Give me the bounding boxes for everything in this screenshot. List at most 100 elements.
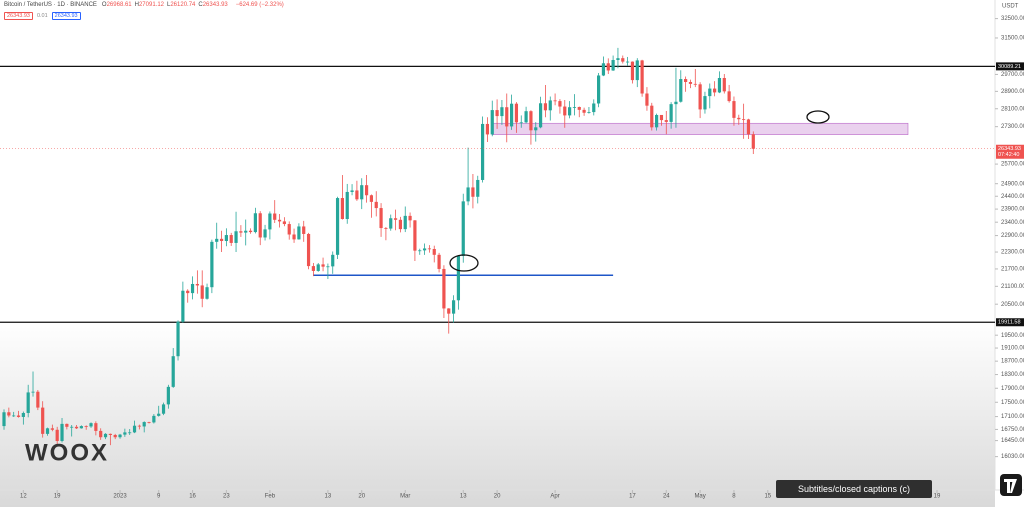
y-tick-label: 16450.00 [1001,438,1024,444]
candle-body [664,120,668,122]
candle-body [374,201,378,209]
candle-body [553,100,557,102]
x-tick-label: 17 [629,494,636,500]
tooltip-box [776,480,932,498]
candle-body [703,96,707,110]
ohlc-key: O [101,2,107,8]
candle-body [626,61,630,63]
candle-body [137,425,141,427]
candle-body [398,219,403,230]
candle-body [403,215,407,230]
y-tick-label: 16750.00 [1001,427,1024,433]
candle-body [582,109,586,113]
spread: 0.01 [36,13,48,19]
y-tick-label: 28900.00 [1001,89,1024,95]
video-shade [0,320,995,507]
candle-body [224,235,228,242]
candle-body [195,283,199,286]
candle-body [476,179,480,197]
candle-body [693,83,697,85]
candle-body [273,213,277,220]
y-tick-label: 25700.00 [1001,162,1024,168]
x-tick-label: 19 [934,494,941,500]
candle-body [514,103,519,123]
candle-body [287,224,291,235]
y-tick-label: 19100.00 [1001,346,1024,352]
candle-body [364,185,369,196]
candle-body [606,63,610,71]
candle-body [577,106,581,110]
ohlc-value: 26968.61 [106,2,132,8]
change: −624.69 (−2.32%) [235,2,284,8]
x-tick-label: 9 [157,494,161,500]
candle-body [538,103,543,128]
bid[interactable]: 26343.93 [4,12,33,20]
x-tick-label: 12 [20,494,27,500]
candle-body [751,134,755,149]
candle-body [529,111,533,131]
candle-body [161,404,166,414]
candle-body [132,425,137,433]
x-tick-label: 8 [732,494,736,500]
level-label: 30089.21 [998,64,1021,70]
y-tick-label: 32500.00 [1001,16,1024,22]
x-tick-label: 13 [325,494,332,500]
candle-body [451,300,456,314]
candle-body [519,122,523,124]
candle-body [21,412,25,417]
candle-body [31,391,35,393]
candle-body [123,432,127,435]
candle-body [277,219,282,222]
x-tick-label: 2023 [113,494,127,500]
y-tick-label: 16030.00 [1001,454,1024,460]
candle-body [306,233,311,267]
candle-body [466,187,470,202]
candle-body [335,198,340,255]
tv-logo-mark [1004,479,1017,493]
zone [491,122,909,135]
candle-body [340,198,344,220]
candle-body [215,238,219,242]
candle-body [548,100,552,111]
y-tick-label: 23900.00 [1001,207,1024,213]
x-tick-label: 15 [764,494,771,500]
candle-body [597,75,601,104]
candle-body [2,412,6,427]
candle-body [669,104,673,122]
ohlc-key: L [167,2,171,8]
candle-body [572,106,577,108]
candle-body [509,103,514,127]
candle-body [490,110,494,135]
candle-body [679,79,683,102]
candle-body [558,101,562,107]
ohlc-key: H [134,2,139,8]
candle-body [171,356,175,387]
candle-body [12,415,16,417]
candle-body [244,230,248,233]
y-tick-label: 24400.00 [1001,194,1024,200]
candle-body [65,423,69,427]
candle-body [587,112,591,113]
candle-body [331,254,335,267]
candle-body [713,88,717,93]
candle-body [311,266,315,271]
candle-body [94,423,98,431]
candle-body [186,290,190,294]
y-tick-label: 28100.00 [1001,106,1024,112]
price-label-box [996,144,1024,159]
candle-body [181,290,185,322]
candle-body [79,426,83,429]
candle-body [147,422,151,423]
candle-body [717,77,722,93]
x-tick-label: 19 [54,494,61,500]
y-tick-label: 20500.00 [1001,302,1024,308]
candle-body [427,248,432,250]
candle-body [41,407,45,434]
candle-body [621,58,625,62]
candle-body [70,426,74,428]
candle-body [635,60,639,81]
candle-body [118,434,122,438]
ask[interactable]: 26343.93 [51,12,81,20]
candle-body [26,392,30,413]
